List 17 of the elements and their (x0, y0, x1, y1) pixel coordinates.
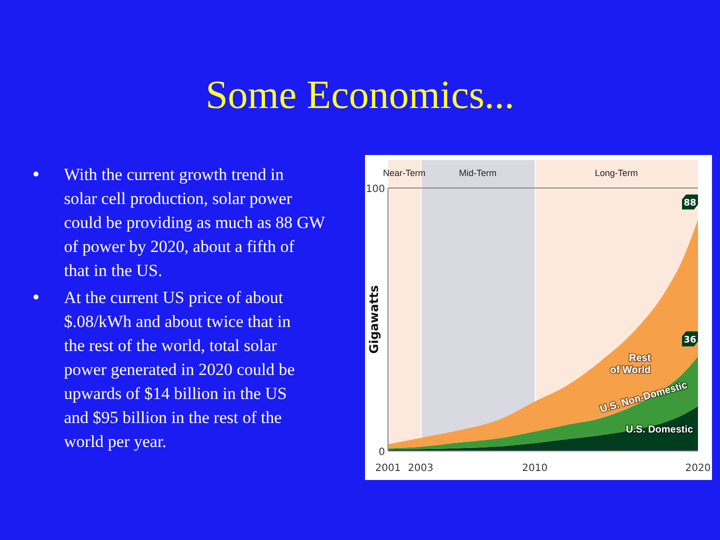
text: With the current growth trend in solar cell production, solar power could be providing as much as 88 GW of power by 2020, about a fifth of that in the US. (64, 165, 326, 280)
y-tick-label: 100 (366, 184, 385, 195)
text: At the current US price of about $.08/kWh and about twice that in the rest of the world, total solar power generated in 2020 could be upwards of $14 billion in the US and $95 billion in the rest of the world per year. (64, 288, 295, 451)
y-tick-label: 0 (378, 447, 385, 458)
y-axis-title: Gigawatts (367, 285, 381, 354)
x-tick-label: 2003 (408, 463, 434, 474)
x-tick-label: 2001 (375, 463, 401, 474)
series-label: U.S. Domestic (626, 424, 694, 436)
band-label: Long-Term (594, 168, 638, 178)
chart-title: Some Economics... (206, 72, 514, 117)
annotation: 88 (684, 198, 696, 209)
series-label: Rest of World (610, 353, 652, 376)
x-tick-label: 2020 (685, 463, 711, 474)
x-tick-label: 2010 (522, 463, 548, 474)
band-label: Near-Term (383, 168, 426, 178)
band-label: Mid-Term (458, 168, 496, 178)
annotation: 36 (684, 335, 696, 346)
